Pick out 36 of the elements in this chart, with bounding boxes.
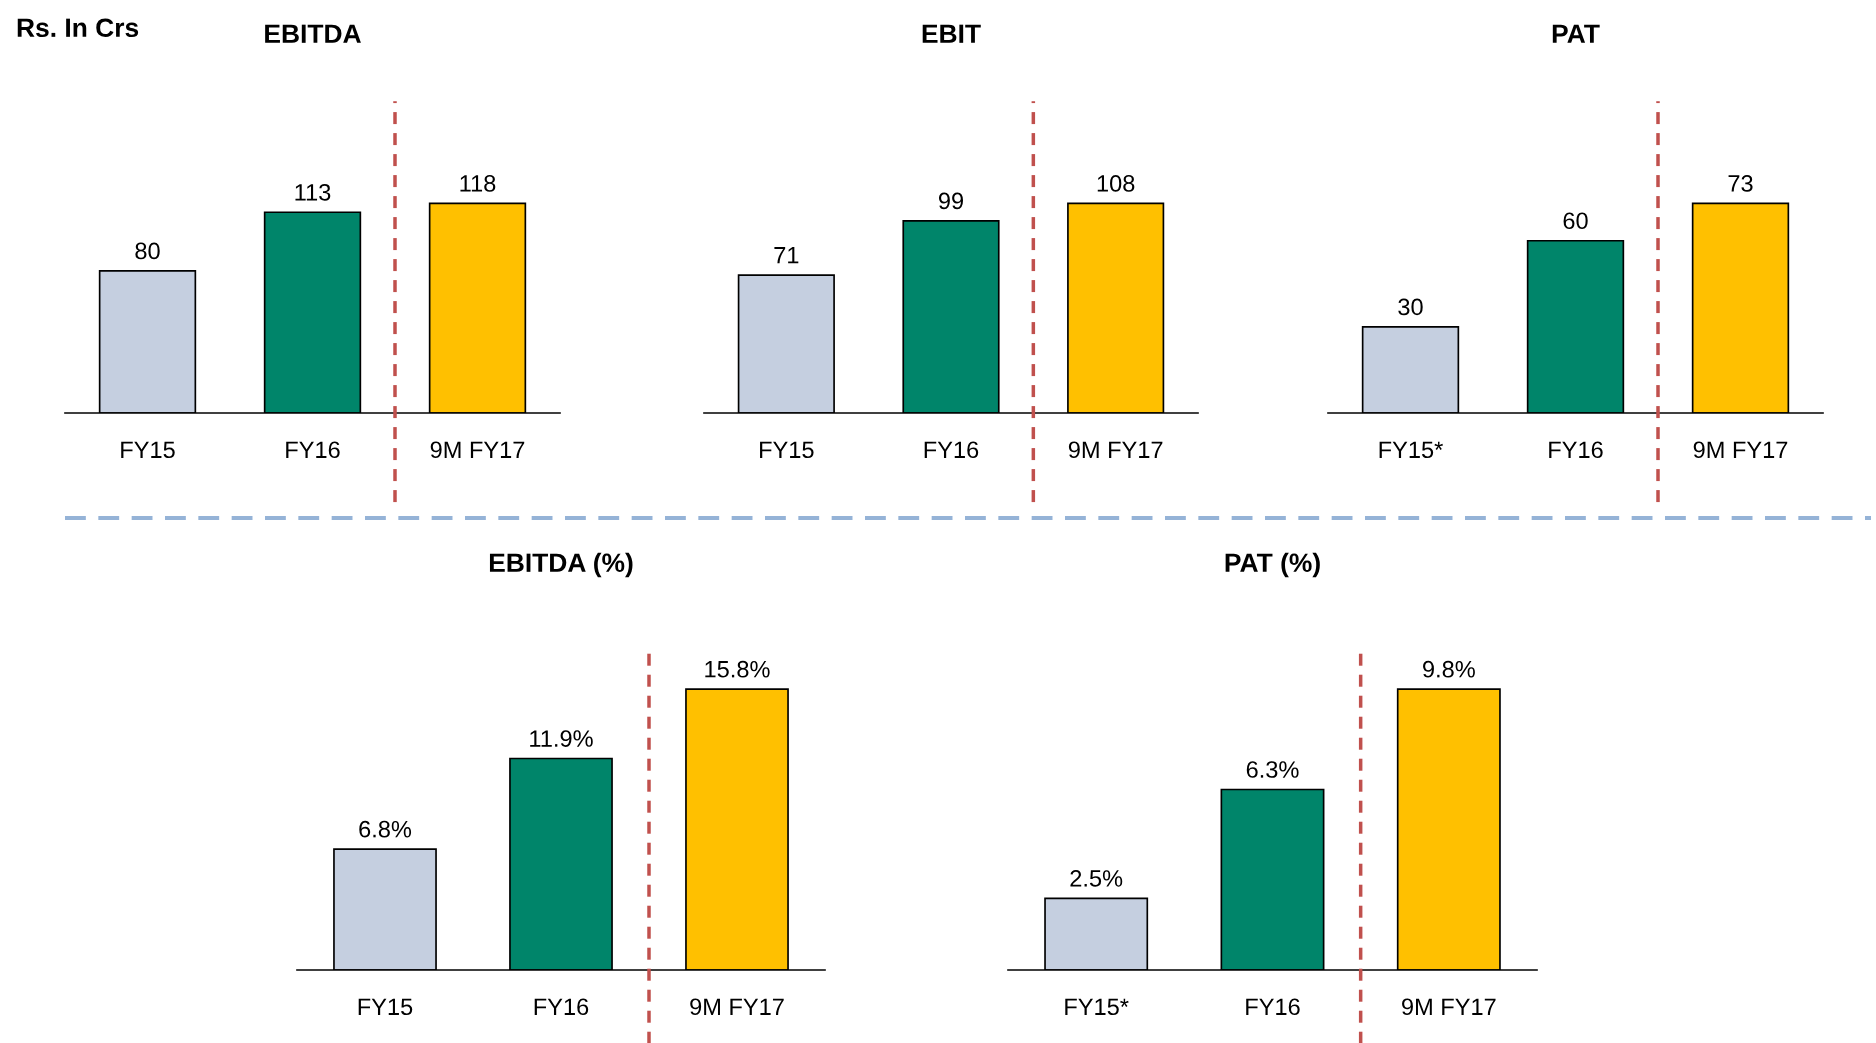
x-tick-label: FY16 — [1549, 441, 1603, 459]
x-tick-label: 9M FY17 — [430, 441, 525, 459]
text: Rs. In Crs — [17, 18, 139, 38]
data-label: 73 — [1728, 175, 1753, 192]
data-label: 60 — [1563, 212, 1588, 230]
x-tick-label: FY15 — [121, 441, 175, 459]
chart-title: PAT — [1552, 24, 1600, 43]
x-tick-label: FY15 — [358, 998, 413, 1016]
data-label: 9.8% — [1423, 660, 1475, 678]
x-tick-label: FY15* — [1379, 441, 1443, 459]
data-label: 118 — [460, 175, 496, 192]
chart-title: EBITDA — [265, 24, 361, 43]
chart-title: PAT (%) — [1225, 552, 1320, 578]
x-tick-label: FY16 — [924, 441, 979, 459]
x-tick-label: 9M FY17 — [1402, 998, 1496, 1016]
x-tick-label: FY16 — [286, 441, 340, 459]
data-label: 15.8% — [705, 660, 770, 678]
data-label: 30 — [1398, 298, 1423, 316]
x-tick-label: FY15 — [760, 441, 814, 459]
data-label: 80 — [135, 242, 160, 260]
data-label: 113 — [295, 183, 331, 201]
x-tick-label: FY15* — [1065, 998, 1129, 1016]
data-label: 99 — [938, 192, 964, 210]
x-tick-label: 9M FY17 — [1068, 441, 1163, 459]
x-tick-label: 9M FY17 — [1693, 441, 1788, 459]
chart-title: EBIT — [922, 24, 981, 43]
data-label: 108 — [1097, 175, 1135, 192]
x-tick-label: FY16 — [1246, 998, 1300, 1016]
data-label: 11.9% — [530, 730, 593, 747]
data-label: 71 — [774, 247, 799, 264]
data-label: 6.3% — [1246, 761, 1299, 778]
chart-title: EBITDA (%) — [489, 552, 633, 578]
data-label: 6.8% — [359, 820, 412, 838]
x-tick-label: FY16 — [534, 998, 589, 1016]
data-label: 2.5% — [1070, 870, 1123, 887]
x-tick-label: 9M FY17 — [690, 998, 784, 1016]
